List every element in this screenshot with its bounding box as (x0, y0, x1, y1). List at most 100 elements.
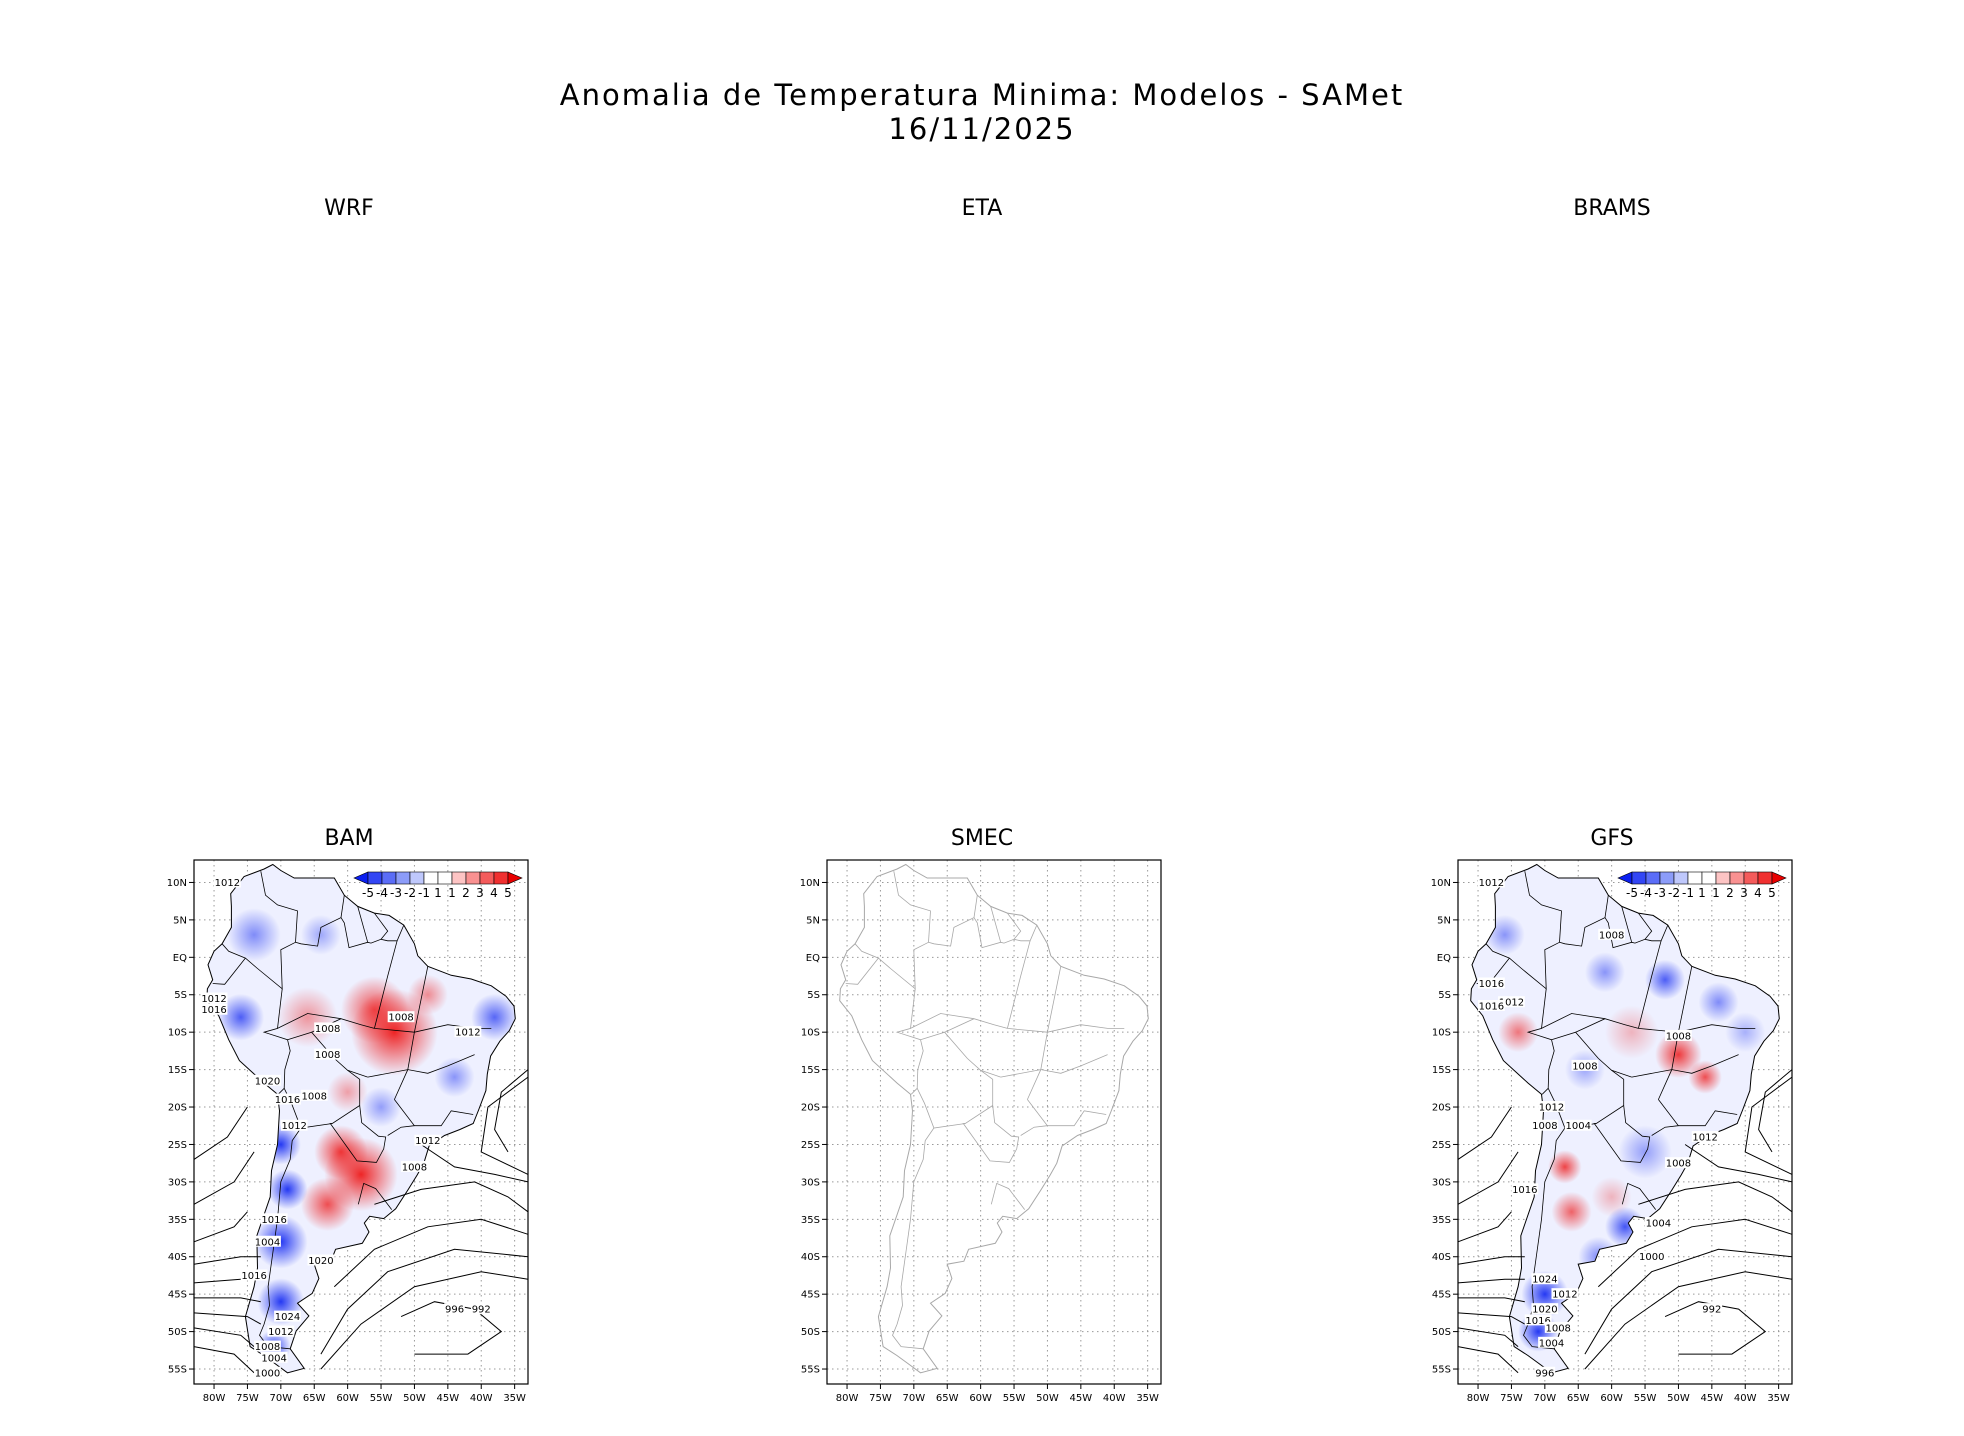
isobar-label-bg (260, 1351, 288, 1363)
x-tick-label: 65W (1567, 1393, 1590, 1404)
isobar-label-bg (1538, 1336, 1565, 1348)
country-border (1040, 1032, 1108, 1074)
isobar-line (420, 1144, 529, 1183)
isobar-label: 1012 (1552, 1290, 1577, 1301)
isobar-label: 1000 (255, 1368, 280, 1379)
colorbar-label: 1 (434, 886, 442, 900)
country-border (367, 1069, 409, 1100)
y-tick-label: 30S (1432, 1177, 1451, 1188)
isobar-line (193, 1151, 255, 1205)
colorbar-label: -1 (418, 886, 430, 900)
y-tick-label: 10S (168, 1028, 187, 1039)
isobar-label: 1012 (281, 1121, 306, 1132)
isobar-label-bg (1478, 977, 1505, 989)
isobar-label: 1016 (1512, 1185, 1537, 1196)
colorbar-label: -5 (1626, 886, 1638, 900)
isobar-line (1597, 1218, 1793, 1288)
y-tick-label: 10S (1432, 1028, 1451, 1039)
isobar-label: 1000 (1639, 1252, 1664, 1263)
isobar-label: 1012 (1692, 1132, 1717, 1143)
colorbar-label: 1 (1712, 886, 1720, 900)
y-tick-label: 5N (806, 915, 820, 926)
isobar-label: 1008 (1599, 930, 1624, 941)
y-tick-label: 25S (1432, 1140, 1451, 1151)
colorbar-swatch (1631, 871, 1647, 885)
isobar-line (320, 1248, 529, 1355)
country-border (1621, 1182, 1657, 1210)
isobar-label: 1008 (388, 1013, 413, 1024)
country-border (357, 1182, 393, 1210)
isobar-label: 1004 (1566, 1121, 1591, 1132)
cold-anomaly (217, 993, 265, 1041)
x-tick-label: 40W (470, 1393, 493, 1404)
colorbar-label: 5 (1768, 886, 1776, 900)
country-border (1631, 1069, 1673, 1100)
isobar-label-bg (1538, 1101, 1565, 1113)
cold-anomaly (1618, 1125, 1672, 1179)
isobar-label-bg (387, 1011, 415, 1023)
isobar-label: 1012 (268, 1327, 293, 1338)
cold-anomaly (267, 1169, 308, 1210)
panel-title-smec: SMEC (950, 826, 1014, 851)
isobar-label: 1012 (1539, 1103, 1564, 1114)
isobar-label: 1016 (1479, 979, 1504, 990)
x-tick-label: 40W (1103, 1393, 1126, 1404)
panel-title-brams: BRAMS (1573, 196, 1651, 221)
isobar-line (333, 1218, 529, 1288)
map-frame (193, 859, 529, 1385)
y-tick-label: 50S (1432, 1327, 1451, 1338)
isobar-line (480, 1076, 529, 1175)
x-tick-label: 35W (1767, 1393, 1790, 1404)
cold-anomaly (1698, 982, 1739, 1023)
x-tick-label: 75W (869, 1393, 892, 1404)
country-border (277, 1013, 342, 1029)
isobar-label-bg (1478, 876, 1505, 888)
colorbar-label: -3 (390, 886, 402, 900)
isobar-label: 1020 (1532, 1305, 1557, 1316)
colorbar-swatch (1743, 871, 1759, 885)
warm-anomaly (1548, 1150, 1582, 1184)
y-tick-label: EQ (1437, 953, 1451, 964)
y-tick-label: EQ (173, 953, 187, 964)
isobar-label-bg (240, 1269, 268, 1281)
isobar-label-bg (214, 876, 241, 888)
country-border (1611, 1069, 1632, 1078)
colorbar: -5 -4 -3 -2 -1 1 1 2 3 4 5 (1617, 871, 1787, 900)
isobar-label-bg (1691, 1130, 1719, 1142)
y-tick-label: 40S (1432, 1252, 1451, 1263)
warm-anomaly (407, 974, 448, 1015)
isobar-label-bg (200, 992, 228, 1004)
country-border (1020, 1125, 1048, 1136)
isobar-line (1684, 1144, 1793, 1183)
country-border (990, 1182, 1026, 1210)
cold-anomaly (1725, 1012, 1766, 1053)
colorbar-swatch (367, 871, 383, 885)
x-tick-label: 80W (836, 1393, 859, 1404)
country-border (892, 1127, 935, 1350)
isobar-label-bg (267, 1325, 295, 1337)
country-border (1631, 924, 1669, 944)
isobar-label: 1008 (1545, 1323, 1570, 1334)
isobar-line (193, 1312, 262, 1325)
country-border (1007, 940, 1031, 1029)
isobar-line (1457, 1106, 1512, 1160)
x-tick-label: 50W (1667, 1393, 1690, 1404)
isobar-label-bg (280, 1119, 308, 1131)
isobar-line (1457, 1211, 1512, 1243)
cold-anomaly (361, 1086, 402, 1128)
isobar-line (193, 1256, 261, 1265)
x-tick-label: 45W (1070, 1393, 1093, 1404)
warm-anomaly (1498, 1012, 1539, 1053)
warm-anomaly (1604, 1005, 1659, 1059)
isobar-line (1584, 1248, 1793, 1355)
isobar-label: 1024 (275, 1312, 300, 1323)
x-tick-label: 70W (903, 1393, 926, 1404)
y-tick-label: 5N (1437, 915, 1451, 926)
colorbar-label: 3 (1740, 886, 1748, 900)
isobar-label-bg (1701, 1303, 1723, 1315)
isobar-line (1457, 1151, 1519, 1205)
y-tick-label: 10N (800, 878, 820, 889)
isobar-label: 1012 (1479, 878, 1504, 889)
isobar-line (400, 1301, 503, 1355)
colorbar-swatch (1673, 871, 1689, 885)
